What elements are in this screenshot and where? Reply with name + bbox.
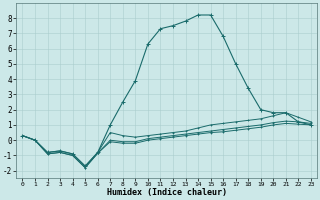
X-axis label: Humidex (Indice chaleur): Humidex (Indice chaleur) — [107, 188, 227, 197]
